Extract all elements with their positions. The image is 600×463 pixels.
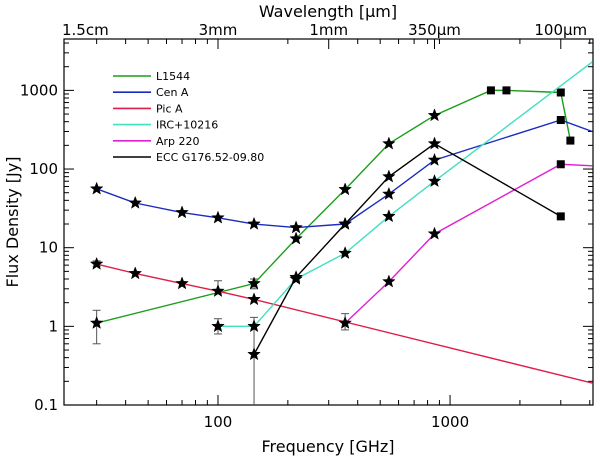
x-tick-label: 1000 xyxy=(431,413,469,431)
series-arp-220 xyxy=(338,160,593,329)
legend-label: Cen A xyxy=(156,86,189,99)
data-point-star xyxy=(382,186,396,200)
data-point-star xyxy=(427,226,442,240)
data-point-star xyxy=(247,347,261,361)
data-point-star xyxy=(128,195,143,209)
data-point-star xyxy=(382,169,396,183)
data-point-star xyxy=(89,256,104,270)
legend: L1544 Cen A Pic A IRC+10216 Arp 220 ECC G176.… xyxy=(113,70,264,164)
data-point-star xyxy=(382,274,396,288)
x-axis-title: Frequency [GHz] xyxy=(261,437,394,456)
series-pic-a xyxy=(89,256,593,384)
series-line-ecc-g176-52-09-80 xyxy=(253,142,562,355)
data-point-square xyxy=(556,212,565,221)
data-point-star xyxy=(247,276,261,290)
top-tick-label: 350μm xyxy=(408,21,461,39)
data-point-star xyxy=(427,174,442,188)
data-point-star xyxy=(211,283,225,298)
data-point-star xyxy=(338,315,352,329)
data-point-star xyxy=(338,246,352,260)
data-point-star xyxy=(289,220,303,234)
data-point-star xyxy=(382,209,396,223)
top-tick-label: 1mm xyxy=(309,21,348,39)
data-point-star xyxy=(427,152,442,166)
error-bars xyxy=(92,260,350,405)
series-cen-a xyxy=(89,116,593,234)
y-tick-label: 100 xyxy=(29,160,58,178)
data-series xyxy=(89,61,593,384)
data-point-star xyxy=(175,205,189,219)
y-axis-title: Flux Density [Jy] xyxy=(3,157,22,288)
data-point-star xyxy=(247,319,261,333)
data-point-square xyxy=(486,86,495,95)
data-point-star xyxy=(211,210,225,224)
plot-area-border xyxy=(63,38,594,406)
data-point-square xyxy=(566,136,575,145)
data-point-star xyxy=(427,108,442,122)
data-point-star xyxy=(289,231,303,245)
top-tick-label: 3mm xyxy=(199,21,238,39)
legend-label: Pic A xyxy=(156,102,183,115)
data-point-star xyxy=(247,292,261,306)
y-tick-label: 1000 xyxy=(20,81,58,99)
series-line-pic-a xyxy=(96,263,593,384)
series-irc-10216 xyxy=(211,61,593,333)
data-point-star xyxy=(89,181,104,195)
series-ecc-g176-52-09-80 xyxy=(247,136,565,361)
data-point-star xyxy=(128,266,143,280)
series-line-irc-10216 xyxy=(217,61,593,328)
y-tick-label: 1 xyxy=(48,317,58,335)
data-point-star xyxy=(89,315,104,329)
series-line-l1544 xyxy=(96,89,572,324)
data-point-square xyxy=(556,160,565,169)
legend-label: IRC+10216 xyxy=(156,119,218,132)
data-point-star xyxy=(211,319,225,333)
top-tick-label: 1.5cm xyxy=(62,21,109,39)
data-point-star xyxy=(427,136,442,150)
y-tick-label: 0.1 xyxy=(34,396,58,414)
data-point-star xyxy=(175,276,189,290)
data-point-star xyxy=(338,182,352,196)
series-line-arp-220 xyxy=(344,163,593,324)
axis-labels: Frequency [GHz] Wavelength [μm] Flux Den… xyxy=(3,2,397,456)
series-l1544 xyxy=(89,86,575,329)
data-point-square xyxy=(502,86,511,95)
legend-label: ECC G176.52-09.80 xyxy=(156,151,264,164)
data-point-star xyxy=(382,136,396,150)
axis-ticks: 100 1000 0.1 1 10 100 1000 1.5cm 3mm 1mm 350μm 100μ… xyxy=(20,21,593,431)
data-point-star xyxy=(247,216,261,230)
data-point-star xyxy=(338,216,352,230)
legend-label: Arp 220 xyxy=(156,135,200,148)
top-axis-title: Wavelength [μm] xyxy=(259,2,397,21)
data-point-square xyxy=(556,116,565,125)
data-point-star xyxy=(289,270,303,284)
x-tick-label: 100 xyxy=(204,413,233,431)
legend-label: L1544 xyxy=(156,70,190,83)
data-point-square xyxy=(556,88,565,97)
y-tick-label: 10 xyxy=(39,239,58,257)
top-tick-label: 100μm xyxy=(534,21,587,39)
plot-frame xyxy=(63,38,594,406)
